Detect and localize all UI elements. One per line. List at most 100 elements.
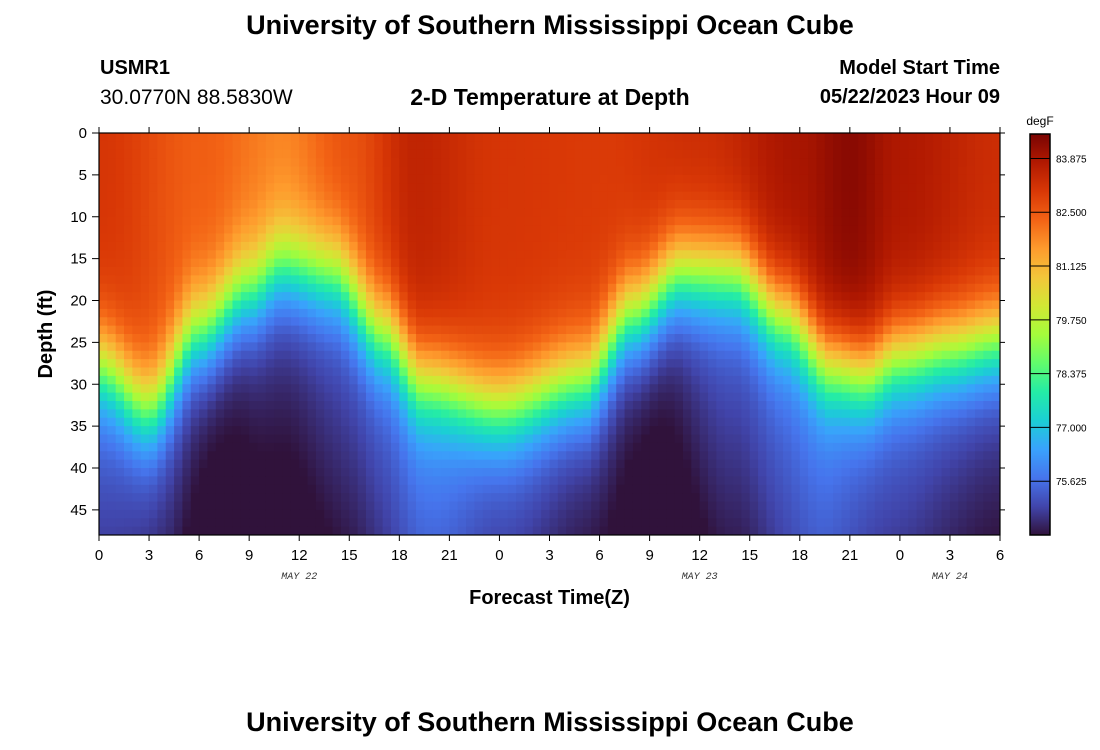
heatmap-cell bbox=[749, 216, 759, 226]
heatmap-cell bbox=[924, 468, 934, 477]
heatmap-cell bbox=[858, 342, 868, 352]
heatmap-cell bbox=[774, 166, 784, 176]
heatmap-cell bbox=[265, 275, 275, 285]
heatmap-cell bbox=[891, 468, 901, 477]
heatmap-cell bbox=[874, 225, 884, 235]
heatmap-cell bbox=[682, 409, 692, 419]
heatmap-cell bbox=[299, 233, 309, 243]
heatmap-cell bbox=[365, 225, 375, 235]
heatmap-cell bbox=[532, 526, 542, 535]
heatmap-cell bbox=[190, 484, 200, 494]
heatmap-cell bbox=[649, 300, 659, 310]
heatmap-cell bbox=[858, 409, 868, 419]
heatmap-cell bbox=[99, 384, 108, 394]
heatmap-cell bbox=[441, 476, 450, 486]
heatmap-cell bbox=[549, 300, 559, 310]
heatmap-cell bbox=[324, 233, 334, 243]
heatmap-cell bbox=[466, 241, 476, 251]
heatmap-cell bbox=[224, 308, 234, 318]
heatmap-cell bbox=[899, 241, 909, 251]
heatmap-cell bbox=[599, 484, 609, 494]
heatmap-cell bbox=[749, 501, 759, 511]
heatmap-cell bbox=[566, 409, 576, 419]
heatmap-cell bbox=[816, 267, 826, 276]
heatmap-cell bbox=[516, 225, 526, 235]
heatmap-cell bbox=[390, 141, 400, 151]
heatmap-cell bbox=[257, 191, 267, 201]
heatmap-cell bbox=[232, 308, 242, 318]
heatmap-cell bbox=[891, 308, 901, 318]
heatmap-cell bbox=[624, 384, 634, 394]
heatmap-cell bbox=[916, 342, 926, 352]
heatmap-cell bbox=[124, 283, 133, 293]
heatmap-cell bbox=[416, 375, 425, 385]
heatmap-cell bbox=[616, 233, 626, 243]
heatmap-cell bbox=[733, 434, 742, 444]
heatmap-cell bbox=[649, 267, 659, 276]
heatmap-cell bbox=[249, 149, 259, 159]
heatmap-cell bbox=[407, 283, 417, 293]
heatmap-cell bbox=[224, 208, 234, 218]
heatmap-cell bbox=[808, 141, 818, 151]
heatmap-cell bbox=[315, 501, 325, 511]
heatmap-cell bbox=[674, 392, 684, 402]
heatmap-cell bbox=[766, 359, 776, 369]
heatmap-cell bbox=[666, 325, 676, 335]
heatmap-cell bbox=[941, 283, 951, 293]
heatmap-cell bbox=[332, 267, 342, 276]
heatmap-cell bbox=[908, 292, 918, 302]
heatmap-cell bbox=[708, 442, 717, 452]
heatmap-cell bbox=[457, 208, 467, 218]
heatmap-cell bbox=[115, 476, 125, 486]
heatmap-cell bbox=[299, 459, 309, 469]
heatmap-cell bbox=[232, 208, 242, 218]
heatmap-cell bbox=[599, 200, 609, 209]
heatmap-cell bbox=[149, 166, 158, 176]
heatmap-cell bbox=[357, 518, 367, 528]
heatmap-cell bbox=[457, 334, 467, 343]
heatmap-cell bbox=[858, 166, 868, 176]
heatmap-cell bbox=[566, 509, 576, 519]
heatmap-cell bbox=[499, 325, 509, 335]
heatmap-cell bbox=[532, 367, 542, 377]
heatmap-cell bbox=[883, 518, 893, 528]
heatmap-cell bbox=[307, 174, 317, 184]
heatmap-cell bbox=[107, 342, 117, 352]
heatmap-cell bbox=[441, 359, 450, 369]
heatmap-cell bbox=[908, 133, 918, 142]
heatmap-cell bbox=[549, 233, 559, 243]
heatmap-cell bbox=[282, 392, 292, 402]
heatmap-cell bbox=[799, 342, 809, 352]
heatmap-cell bbox=[632, 133, 642, 142]
heatmap-cell bbox=[315, 191, 325, 201]
heatmap-cell bbox=[416, 334, 425, 343]
heatmap-cell bbox=[641, 317, 651, 327]
heatmap-cell bbox=[833, 292, 843, 302]
heatmap-cell bbox=[849, 233, 859, 243]
heatmap-cell bbox=[682, 442, 692, 452]
heatmap-cell bbox=[682, 342, 692, 352]
heatmap-cell bbox=[883, 149, 893, 159]
heatmap-cell bbox=[958, 417, 968, 427]
heatmap-cell bbox=[582, 133, 592, 142]
heatmap-cell bbox=[758, 225, 767, 235]
heatmap-cell bbox=[858, 308, 868, 318]
heatmap-cell bbox=[708, 283, 717, 293]
heatmap-cell bbox=[749, 350, 759, 360]
heatmap-cell bbox=[416, 300, 425, 310]
heatmap-cell bbox=[307, 241, 317, 251]
heatmap-cell bbox=[774, 434, 784, 444]
heatmap-cell bbox=[908, 200, 918, 209]
heatmap-cell bbox=[499, 225, 509, 235]
heatmap-cell bbox=[941, 476, 951, 486]
heatmap-cell bbox=[799, 442, 809, 452]
heatmap-cell bbox=[883, 350, 893, 360]
heatmap-cell bbox=[115, 250, 125, 260]
heatmap-cell bbox=[616, 468, 626, 477]
heatmap-cell bbox=[399, 149, 409, 159]
heatmap-cell bbox=[507, 426, 517, 436]
heatmap-cell bbox=[958, 208, 968, 218]
heatmap-cell bbox=[140, 317, 150, 327]
heatmap-cell bbox=[491, 451, 501, 461]
heatmap-cell bbox=[174, 526, 184, 535]
